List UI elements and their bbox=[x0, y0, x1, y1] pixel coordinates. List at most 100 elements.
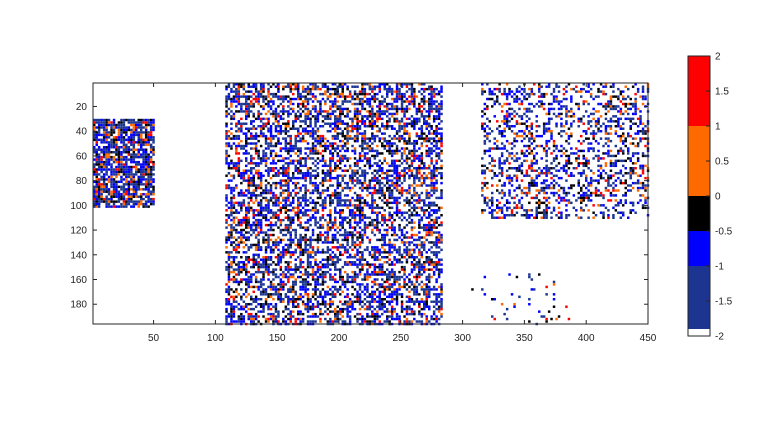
heat-cell bbox=[252, 216, 255, 219]
heat-cell bbox=[309, 236, 312, 239]
heat-cell bbox=[373, 134, 377, 138]
heat-cell bbox=[262, 134, 265, 138]
heat-cell bbox=[304, 238, 307, 242]
heat-cell bbox=[331, 159, 335, 163]
heat-cell bbox=[140, 163, 143, 166]
heat-cell bbox=[225, 307, 228, 311]
heat-cell bbox=[390, 137, 394, 140]
heat-cell bbox=[247, 174, 250, 177]
heat-cell bbox=[400, 194, 404, 197]
heat-cell bbox=[334, 105, 337, 108]
heat-cell bbox=[306, 97, 310, 101]
heat-cell bbox=[294, 127, 297, 130]
heat-cell bbox=[376, 221, 379, 224]
heat-cell bbox=[247, 283, 250, 286]
heat-cell bbox=[264, 147, 268, 150]
heat-cell bbox=[309, 191, 312, 195]
heat-cell bbox=[410, 248, 414, 252]
heat-cell bbox=[235, 162, 238, 165]
heat-cell bbox=[262, 310, 265, 313]
heat-cell bbox=[378, 283, 381, 286]
heat-cell bbox=[376, 238, 379, 242]
heat-cell bbox=[329, 194, 332, 197]
heat-cell bbox=[112, 178, 116, 181]
heat-cell bbox=[237, 127, 241, 130]
heat-cell bbox=[398, 236, 401, 239]
heat-cell bbox=[289, 162, 292, 165]
heat-cell bbox=[361, 87, 364, 91]
heat-cell bbox=[326, 312, 330, 316]
heat-cell bbox=[144, 121, 148, 124]
heat-cell bbox=[259, 162, 263, 165]
heat-cell bbox=[225, 125, 228, 128]
heat-cell bbox=[287, 83, 290, 86]
heat-cell bbox=[125, 200, 128, 203]
heat-cell bbox=[408, 184, 411, 187]
heat-cell bbox=[363, 298, 367, 301]
heat-cell bbox=[348, 214, 352, 217]
heat-cell bbox=[301, 320, 305, 323]
heat-cell bbox=[115, 123, 118, 127]
heat-cell bbox=[418, 268, 421, 271]
heat-cell bbox=[142, 163, 145, 166]
heat-cell bbox=[284, 209, 288, 212]
heat-cell bbox=[378, 263, 381, 266]
heat-cell bbox=[297, 298, 300, 301]
heat-cell bbox=[408, 201, 411, 205]
heat-cell bbox=[125, 160, 128, 164]
heat-cell bbox=[242, 216, 246, 219]
heat-cell bbox=[294, 144, 297, 148]
heat-cell bbox=[339, 270, 342, 274]
heat-cell bbox=[358, 285, 362, 289]
heat-cell bbox=[240, 172, 243, 175]
heat-cell bbox=[408, 117, 411, 121]
heat-cell bbox=[309, 243, 312, 247]
heat-cell bbox=[395, 248, 399, 252]
heat-cell bbox=[334, 268, 337, 271]
heat-cell bbox=[336, 167, 339, 170]
heat-cell bbox=[122, 183, 126, 186]
heat-cell bbox=[135, 173, 138, 176]
heat-cell bbox=[321, 263, 325, 266]
heat-cell bbox=[324, 305, 327, 308]
heat-cell bbox=[247, 303, 250, 306]
heat-cell bbox=[334, 223, 337, 227]
heat-cell bbox=[413, 268, 416, 271]
heat-cell bbox=[378, 181, 381, 185]
heat-cell bbox=[306, 270, 310, 274]
heat-cell bbox=[245, 270, 248, 274]
heat-cell bbox=[132, 195, 136, 198]
heat-cell bbox=[415, 134, 419, 138]
heat-cell bbox=[149, 118, 153, 122]
heat-cell bbox=[329, 201, 332, 205]
heat-cell bbox=[378, 102, 381, 106]
heat-cell bbox=[240, 298, 243, 301]
heat-cell bbox=[358, 243, 362, 247]
heat-cell bbox=[329, 112, 332, 116]
heat-cell bbox=[245, 100, 248, 103]
heat-cell bbox=[247, 112, 250, 116]
heat-cell bbox=[390, 307, 394, 311]
heat-cell bbox=[274, 221, 278, 224]
heat-cell bbox=[287, 317, 290, 321]
heat-cell bbox=[395, 209, 399, 212]
heat-cell bbox=[250, 159, 253, 163]
heat-cell bbox=[386, 142, 389, 145]
heat-cell bbox=[415, 288, 419, 291]
heat-cell bbox=[259, 181, 263, 185]
heat-cell bbox=[311, 216, 315, 219]
heat-cell bbox=[242, 132, 246, 135]
heat-cell bbox=[102, 190, 106, 193]
heat-cell bbox=[329, 305, 332, 308]
heat-cell bbox=[144, 183, 148, 186]
heat-cell bbox=[277, 218, 280, 222]
heat-cell bbox=[361, 154, 364, 158]
heat-cell bbox=[259, 201, 263, 205]
heat-cell bbox=[376, 315, 379, 318]
heat-cell bbox=[390, 216, 394, 219]
heat-cell bbox=[125, 188, 128, 191]
heat-cell bbox=[267, 167, 270, 170]
heat-cell bbox=[363, 147, 367, 150]
heat-cell bbox=[245, 144, 248, 148]
heat-cell bbox=[366, 300, 369, 303]
